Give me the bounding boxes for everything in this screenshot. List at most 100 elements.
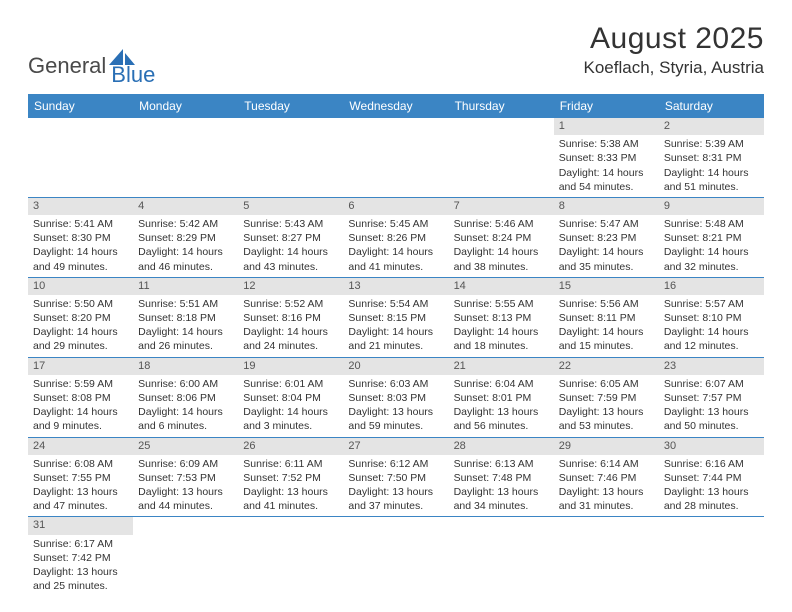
calendar-page: General Blue August 2025 Koeflach, Styri… [0,0,792,606]
calendar-week-row: 1Sunrise: 5:38 AMSunset: 8:33 PMDaylight… [28,118,764,197]
calendar-week-row: 17Sunrise: 5:59 AMSunset: 8:08 PMDayligh… [28,357,764,437]
page-title: August 2025 [584,22,764,56]
calendar-day-cell: 13Sunrise: 5:54 AMSunset: 8:15 PMDayligh… [343,277,448,357]
day-data: Sunrise: 5:41 AMSunset: 8:30 PMDaylight:… [28,215,133,277]
day-data: Sunrise: 5:59 AMSunset: 8:08 PMDaylight:… [28,375,133,437]
calendar-day-cell: 30Sunrise: 6:16 AMSunset: 7:44 PMDayligh… [659,437,764,517]
calendar-day-cell: 15Sunrise: 5:56 AMSunset: 8:11 PMDayligh… [554,277,659,357]
logo-text-general: General [28,53,106,79]
weekday-header-row: SundayMondayTuesdayWednesdayThursdayFrid… [28,94,764,118]
calendar-day-cell [449,517,554,596]
day-number: 18 [133,358,238,375]
weekday-header: Saturday [659,94,764,118]
day-data: Sunrise: 6:14 AMSunset: 7:46 PMDaylight:… [554,455,659,517]
calendar-day-cell [343,517,448,596]
day-number: 12 [238,278,343,295]
day-number: 11 [133,278,238,295]
day-number: 20 [343,358,448,375]
day-number: 3 [28,198,133,215]
day-data: Sunrise: 6:05 AMSunset: 7:59 PMDaylight:… [554,375,659,437]
calendar-day-cell [133,118,238,197]
day-number: 8 [554,198,659,215]
calendar-body: 1Sunrise: 5:38 AMSunset: 8:33 PMDaylight… [28,118,764,596]
day-data: Sunrise: 5:45 AMSunset: 8:26 PMDaylight:… [343,215,448,277]
calendar-table: SundayMondayTuesdayWednesdayThursdayFrid… [28,94,764,596]
day-number: 7 [449,198,554,215]
logo: General Blue [28,44,155,88]
day-data: Sunrise: 5:38 AMSunset: 8:33 PMDaylight:… [554,135,659,197]
day-number: 22 [554,358,659,375]
calendar-day-cell: 12Sunrise: 5:52 AMSunset: 8:16 PMDayligh… [238,277,343,357]
calendar-day-cell: 2Sunrise: 5:39 AMSunset: 8:31 PMDaylight… [659,118,764,197]
calendar-day-cell: 18Sunrise: 6:00 AMSunset: 8:06 PMDayligh… [133,357,238,437]
logo-text-blue: Blue [111,62,155,88]
calendar-day-cell [133,517,238,596]
day-data: Sunrise: 6:08 AMSunset: 7:55 PMDaylight:… [28,455,133,517]
calendar-day-cell: 27Sunrise: 6:12 AMSunset: 7:50 PMDayligh… [343,437,448,517]
calendar-day-cell [28,118,133,197]
day-number: 4 [133,198,238,215]
day-data: Sunrise: 6:13 AMSunset: 7:48 PMDaylight:… [449,455,554,517]
day-data: Sunrise: 5:42 AMSunset: 8:29 PMDaylight:… [133,215,238,277]
calendar-day-cell: 22Sunrise: 6:05 AMSunset: 7:59 PMDayligh… [554,357,659,437]
day-data: Sunrise: 6:07 AMSunset: 7:57 PMDaylight:… [659,375,764,437]
day-number: 29 [554,438,659,455]
calendar-day-cell: 24Sunrise: 6:08 AMSunset: 7:55 PMDayligh… [28,437,133,517]
day-data: Sunrise: 5:48 AMSunset: 8:21 PMDaylight:… [659,215,764,277]
calendar-day-cell: 1Sunrise: 5:38 AMSunset: 8:33 PMDaylight… [554,118,659,197]
day-number: 16 [659,278,764,295]
calendar-day-cell: 10Sunrise: 5:50 AMSunset: 8:20 PMDayligh… [28,277,133,357]
calendar-week-row: 10Sunrise: 5:50 AMSunset: 8:20 PMDayligh… [28,277,764,357]
day-data: Sunrise: 6:09 AMSunset: 7:53 PMDaylight:… [133,455,238,517]
day-data: Sunrise: 6:16 AMSunset: 7:44 PMDaylight:… [659,455,764,517]
calendar-day-cell [238,517,343,596]
calendar-day-cell: 31Sunrise: 6:17 AMSunset: 7:42 PMDayligh… [28,517,133,596]
day-number: 15 [554,278,659,295]
location: Koeflach, Styria, Austria [584,58,764,78]
day-number: 23 [659,358,764,375]
calendar-day-cell: 21Sunrise: 6:04 AMSunset: 8:01 PMDayligh… [449,357,554,437]
calendar-day-cell: 29Sunrise: 6:14 AMSunset: 7:46 PMDayligh… [554,437,659,517]
calendar-day-cell: 14Sunrise: 5:55 AMSunset: 8:13 PMDayligh… [449,277,554,357]
day-number: 2 [659,118,764,135]
day-data: Sunrise: 6:00 AMSunset: 8:06 PMDaylight:… [133,375,238,437]
calendar-day-cell [659,517,764,596]
day-number: 6 [343,198,448,215]
day-number: 28 [449,438,554,455]
day-number: 9 [659,198,764,215]
day-number: 13 [343,278,448,295]
day-number: 21 [449,358,554,375]
day-data: Sunrise: 5:46 AMSunset: 8:24 PMDaylight:… [449,215,554,277]
day-data: Sunrise: 5:57 AMSunset: 8:10 PMDaylight:… [659,295,764,357]
day-number: 26 [238,438,343,455]
day-data: Sunrise: 6:12 AMSunset: 7:50 PMDaylight:… [343,455,448,517]
day-data: Sunrise: 6:04 AMSunset: 8:01 PMDaylight:… [449,375,554,437]
calendar-day-cell [343,118,448,197]
day-data: Sunrise: 5:54 AMSunset: 8:15 PMDaylight:… [343,295,448,357]
calendar-day-cell: 11Sunrise: 5:51 AMSunset: 8:18 PMDayligh… [133,277,238,357]
day-data: Sunrise: 6:17 AMSunset: 7:42 PMDaylight:… [28,535,133,597]
day-number: 30 [659,438,764,455]
calendar-day-cell: 4Sunrise: 5:42 AMSunset: 8:29 PMDaylight… [133,197,238,277]
day-data: Sunrise: 5:56 AMSunset: 8:11 PMDaylight:… [554,295,659,357]
day-number: 10 [28,278,133,295]
day-number: 17 [28,358,133,375]
calendar-day-cell: 7Sunrise: 5:46 AMSunset: 8:24 PMDaylight… [449,197,554,277]
day-data: Sunrise: 5:51 AMSunset: 8:18 PMDaylight:… [133,295,238,357]
calendar-day-cell: 17Sunrise: 5:59 AMSunset: 8:08 PMDayligh… [28,357,133,437]
calendar-day-cell [554,517,659,596]
calendar-day-cell: 5Sunrise: 5:43 AMSunset: 8:27 PMDaylight… [238,197,343,277]
day-number: 19 [238,358,343,375]
calendar-day-cell: 25Sunrise: 6:09 AMSunset: 7:53 PMDayligh… [133,437,238,517]
day-number: 14 [449,278,554,295]
day-data: Sunrise: 5:52 AMSunset: 8:16 PMDaylight:… [238,295,343,357]
calendar-day-cell: 28Sunrise: 6:13 AMSunset: 7:48 PMDayligh… [449,437,554,517]
day-data: Sunrise: 6:03 AMSunset: 8:03 PMDaylight:… [343,375,448,437]
header-right: August 2025 Koeflach, Styria, Austria [584,22,764,78]
weekday-header: Wednesday [343,94,448,118]
day-number: 25 [133,438,238,455]
calendar-week-row: 3Sunrise: 5:41 AMSunset: 8:30 PMDaylight… [28,197,764,277]
calendar-day-cell [238,118,343,197]
day-data: Sunrise: 5:39 AMSunset: 8:31 PMDaylight:… [659,135,764,197]
calendar-day-cell: 6Sunrise: 5:45 AMSunset: 8:26 PMDaylight… [343,197,448,277]
